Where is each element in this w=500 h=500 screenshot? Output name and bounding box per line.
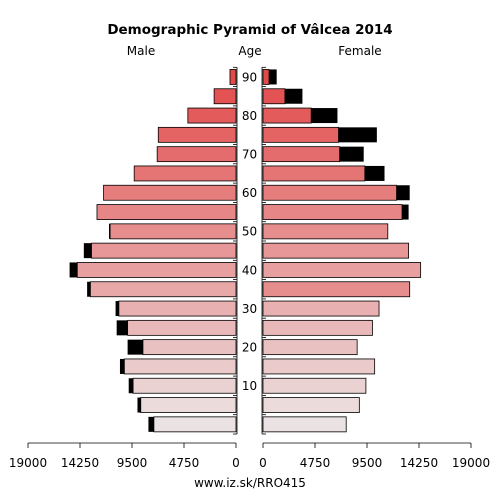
female-bar-75-79 [262, 126, 339, 143]
male-bar-20-24 [142, 339, 237, 356]
female-x-tick-label: 14250 [400, 456, 438, 470]
male-bar-15-19 [123, 358, 237, 375]
male-surplus-bar-45-49 [83, 243, 92, 259]
male-bar-25-29 [127, 319, 237, 336]
female-bar-25-29 [262, 319, 373, 336]
male-x-tick-label: 9500 [117, 456, 148, 470]
male-surplus-bar-50-54 [109, 223, 111, 239]
age-tick-label: 90 [242, 70, 257, 84]
female-surplus-bar-75-79 [338, 127, 377, 143]
female-bar-70-74 [262, 146, 341, 163]
male-bar-90+ [229, 69, 237, 85]
male-bar-45-49 [91, 242, 237, 259]
female-bar-80-84 [262, 107, 312, 124]
female-bar-55-59 [262, 204, 403, 220]
age-label: Age [238, 44, 261, 58]
female-bar-20-24 [262, 339, 358, 356]
female-label: Female [338, 44, 381, 58]
female-bar-85-89 [262, 88, 286, 105]
male-bar-65-69 [133, 165, 237, 182]
male-bar-35-39 [90, 281, 237, 298]
age-tick-label: 30 [242, 302, 257, 316]
bars-group [69, 69, 422, 433]
male-bar-10-14 [132, 377, 237, 394]
female-surplus-bar-70-74 [339, 146, 364, 162]
male-bar-40-44 [76, 262, 237, 278]
male-bar-80-84 [187, 107, 237, 124]
male-bar-70-74 [156, 146, 237, 163]
age-tick-label: 60 [242, 186, 257, 200]
female-bar-5-9 [262, 397, 360, 413]
female-bar-15-19 [262, 358, 376, 375]
male-surplus-bar-10-14 [128, 378, 134, 394]
female-x-tick-label: 4750 [300, 456, 331, 470]
female-bar-50-54 [262, 223, 389, 240]
female-bar-0-4 [262, 416, 347, 433]
age-tick-label: 20 [242, 340, 257, 354]
female-bar-65-69 [262, 165, 366, 182]
female-surplus-bar-55-59 [402, 204, 409, 220]
female-bar-40-44 [262, 262, 422, 278]
male-surplus-bar-40-44 [69, 262, 78, 278]
male-bar-55-59 [96, 204, 237, 220]
female-bar-30-34 [262, 300, 380, 317]
male-label: Male [127, 44, 155, 58]
male-x-tick-label: 4750 [169, 456, 200, 470]
male-x-tick-label: 0 [232, 456, 240, 470]
female-bar-90+ [262, 69, 270, 85]
male-surplus-bar-25-29 [116, 320, 128, 336]
age-tick-label: 40 [242, 263, 257, 277]
female-surplus-bar-90+ [269, 69, 277, 85]
female-surplus-bar-60-64 [396, 185, 410, 201]
female-bar-60-64 [262, 184, 397, 201]
female-x-tick-label: 9500 [352, 456, 383, 470]
chart-title: Demographic Pyramid of Vâlcea 2014 [107, 22, 392, 38]
female-x-tick-label: 0 [259, 456, 267, 470]
male-surplus-bar-0-4 [148, 416, 154, 432]
male-surplus-bar-30-34 [115, 301, 119, 317]
male-surplus-bar-15-19 [119, 358, 125, 374]
female-bar-10-14 [262, 377, 367, 394]
age-tick-label: 50 [242, 225, 257, 239]
axes-group: 10 20 30 40 50 60 70 80 90 0 0 4750 4750 9500 9500 1425… [9, 66, 490, 470]
age-tick-label: 80 [242, 109, 257, 123]
age-tick-label: 70 [242, 147, 257, 161]
male-bar-60-64 [103, 184, 237, 201]
male-surplus-bar-20-24 [127, 339, 143, 355]
male-x-tick-label: 14250 [61, 456, 99, 470]
male-bar-0-4 [153, 416, 237, 433]
female-bar-35-39 [262, 281, 411, 298]
male-bar-5-9 [140, 397, 237, 413]
female-surplus-bar-85-89 [284, 88, 303, 104]
age-tick-label: 10 [242, 379, 257, 393]
male-surplus-bar-35-39 [87, 281, 91, 297]
male-bar-85-89 [213, 88, 237, 105]
male-bar-50-54 [109, 223, 237, 240]
female-bar-45-49 [262, 242, 410, 259]
male-bar-75-79 [157, 126, 237, 143]
female-x-tick-label: 19000 [452, 456, 490, 470]
female-surplus-bar-65-69 [364, 165, 385, 181]
male-bar-30-34 [118, 300, 237, 317]
male-surplus-bar-5-9 [137, 397, 141, 413]
male-x-tick-label: 19000 [9, 456, 47, 470]
female-surplus-bar-80-84 [311, 108, 338, 124]
footer-credit: www.iz.sk/RRO415 [194, 476, 306, 490]
